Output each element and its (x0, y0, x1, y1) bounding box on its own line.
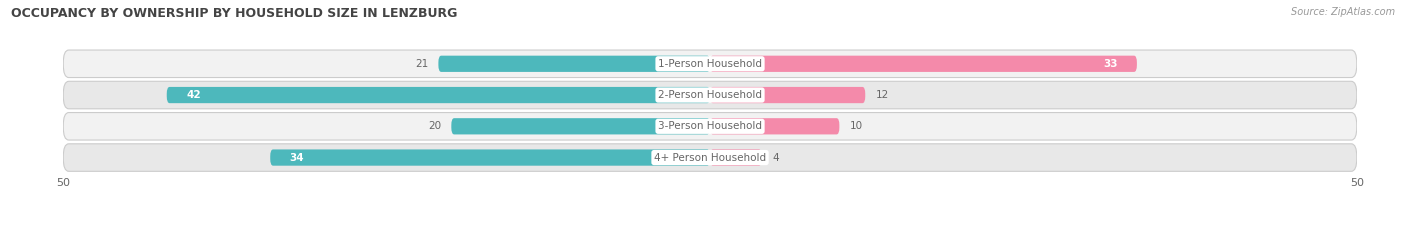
FancyBboxPatch shape (439, 56, 710, 72)
FancyBboxPatch shape (63, 113, 1357, 140)
Text: 21: 21 (415, 59, 427, 69)
Text: 34: 34 (290, 153, 304, 163)
Text: Source: ZipAtlas.com: Source: ZipAtlas.com (1291, 7, 1395, 17)
FancyBboxPatch shape (710, 56, 1137, 72)
Text: OCCUPANCY BY OWNERSHIP BY HOUSEHOLD SIZE IN LENZBURG: OCCUPANCY BY OWNERSHIP BY HOUSEHOLD SIZE… (11, 7, 457, 20)
Text: 3-Person Household: 3-Person Household (658, 121, 762, 131)
Text: 20: 20 (427, 121, 441, 131)
FancyBboxPatch shape (63, 81, 1357, 109)
Legend: Owner-occupied, Renter-occupied: Owner-occupied, Renter-occupied (598, 230, 823, 233)
FancyBboxPatch shape (710, 118, 839, 134)
FancyBboxPatch shape (710, 87, 865, 103)
Text: 4: 4 (772, 153, 779, 163)
FancyBboxPatch shape (451, 118, 710, 134)
FancyBboxPatch shape (167, 87, 710, 103)
FancyBboxPatch shape (710, 149, 762, 166)
Text: 2-Person Household: 2-Person Household (658, 90, 762, 100)
Text: 4+ Person Household: 4+ Person Household (654, 153, 766, 163)
Text: 42: 42 (186, 90, 201, 100)
Text: 10: 10 (849, 121, 863, 131)
Text: 1-Person Household: 1-Person Household (658, 59, 762, 69)
FancyBboxPatch shape (270, 149, 710, 166)
FancyBboxPatch shape (63, 144, 1357, 171)
Text: 33: 33 (1102, 59, 1118, 69)
Text: 12: 12 (876, 90, 889, 100)
FancyBboxPatch shape (63, 50, 1357, 78)
